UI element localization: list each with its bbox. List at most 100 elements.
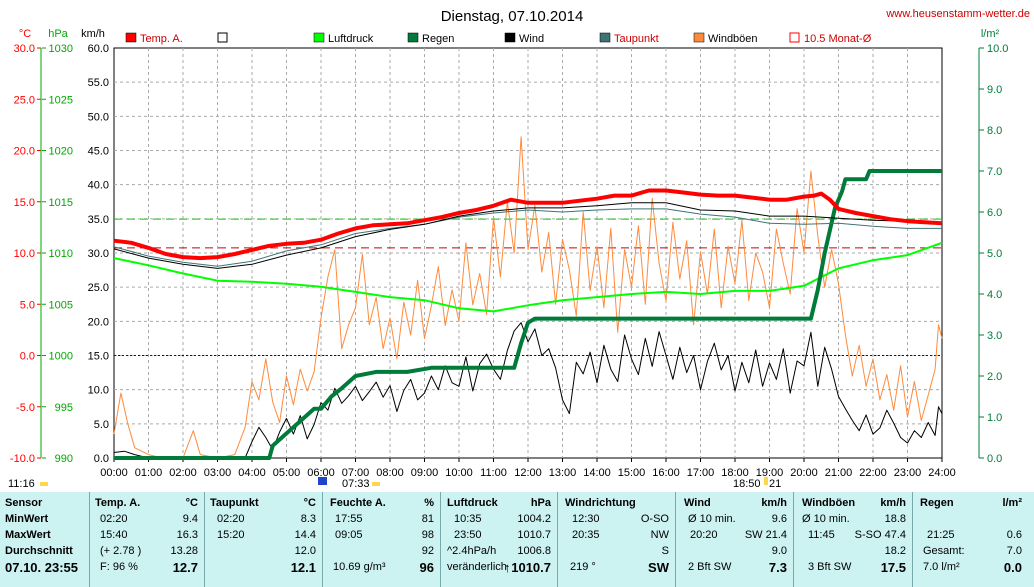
- wind-min-value: 9.6: [771, 513, 787, 525]
- stats-col-wind: Wind km/h Ø 10 min. 9.6 20:20 SW 21.4 9.…: [676, 492, 793, 587]
- gust-max-time: 11:45: [808, 529, 835, 541]
- temp-avg-delta: (+ 2.78 ): [100, 545, 142, 557]
- stats-label-sensor: Sensor: [5, 497, 43, 509]
- wind-axis-tick: 45.0: [88, 146, 109, 158]
- pressure-axis-tick: 995: [55, 402, 73, 414]
- press-trend-rate: ^2.4hPa/h: [447, 545, 497, 557]
- legend-label: Wind: [519, 33, 544, 45]
- x-axis-tick: 17:00: [687, 467, 715, 479]
- legend-label: Taupunkt: [614, 33, 659, 45]
- legend-swatch: [599, 32, 611, 43]
- wdir-head: Windrichtung: [565, 497, 636, 509]
- temp-max-value: 16.3: [176, 529, 198, 541]
- series-layer: [113, 136, 943, 460]
- gust-avg-value: 18.2: [884, 545, 906, 557]
- rain-head: Regen: [920, 497, 954, 509]
- gust-head: Windböen: [802, 497, 856, 509]
- stats-col-sensor: Sensor MinWert MaxWert Durchschnitt 07.1…: [0, 492, 89, 587]
- press-now-value: 1010.7: [511, 560, 551, 575]
- pressure-axis-tick: 1000: [49, 351, 73, 363]
- legend-label: Temp. A.: [140, 33, 183, 45]
- wind-now-value: 7.3: [768, 560, 787, 575]
- rain-axis-tick: 8.0: [987, 125, 1002, 137]
- temp-avg-value: 13.28: [170, 545, 198, 557]
- legend-swatch: [693, 32, 705, 43]
- legend-swatch: [217, 32, 228, 43]
- sunrise-label: 07:33: [342, 478, 370, 490]
- left-time-label: 11:16: [8, 478, 35, 490]
- x-axis-tick: 19:00: [756, 467, 784, 479]
- rain-axis-tick: 1.0: [987, 412, 1002, 424]
- dew-now-value: 12.1: [290, 560, 316, 575]
- unit-kmh: km/h: [81, 28, 105, 40]
- press-head: Luftdruck: [447, 497, 498, 509]
- website-label[interactable]: www.heusenstamm-wetter.de: [885, 8, 1030, 20]
- dew-head: Taupunkt: [210, 497, 259, 509]
- x-axis-tick: 00:00: [100, 467, 128, 479]
- gust-min-value: 18.8: [884, 513, 906, 525]
- x-axis-tick: 16:00: [652, 467, 680, 479]
- wdir-min-time: 12:30: [572, 513, 600, 525]
- x-axis-tick: 03:00: [204, 467, 232, 479]
- temp-min-value: 9.4: [182, 513, 198, 525]
- press-max-time: 23:50: [454, 529, 482, 541]
- pressure-axis-tick: 1005: [49, 299, 73, 311]
- wdir-max-time: 20:35: [572, 529, 600, 541]
- pressure-axis-tick: 1020: [49, 146, 73, 158]
- series-luftdruck-line: [113, 241, 943, 313]
- legend-swatch: [125, 32, 137, 43]
- wdir-avg-value: S: [661, 545, 669, 557]
- wdir-now-value: SW: [648, 560, 669, 575]
- pressure-axis-tick: 1010: [49, 248, 73, 260]
- sunset-label: 18:50: [733, 478, 761, 490]
- rain-axis-tick: 7.0: [987, 166, 1002, 178]
- stats-col-temp: Temp. A. °C 02:20 9.4 15:40 16.3 (+ 2.78…: [90, 492, 204, 587]
- x-axis-tick: 01:00: [135, 467, 163, 479]
- hum-now-value: 96: [419, 560, 434, 575]
- temp-axis-tick: 30.0: [14, 43, 35, 55]
- wdir-min-value: O-SO: [640, 513, 669, 525]
- wind-now-bft: 2 Bft SW: [688, 561, 732, 573]
- dew-min-value: 8.3: [300, 513, 316, 525]
- hum-min-value: 81: [421, 513, 434, 525]
- legend-swatch: [313, 32, 325, 43]
- rain-max-time: 21:25: [927, 529, 955, 541]
- sunset-extra-label: 21: [769, 478, 781, 490]
- gust-min-label: Ø 10 min.: [802, 513, 850, 525]
- series-unlabeled-line: [113, 202, 943, 269]
- hum-avg-value: 92: [421, 545, 434, 557]
- legend-label: Luftdruck: [328, 33, 374, 45]
- rain-axis-tick: 5.0: [987, 248, 1002, 260]
- dew-min-time: 02:20: [217, 513, 245, 525]
- sunrise-marker: [318, 477, 327, 485]
- hum-now-absolute: 10.69 g/m³: [333, 561, 386, 573]
- x-axis-tick: 21:00: [825, 467, 853, 479]
- wind-axis-tick: 60.0: [88, 43, 109, 55]
- legend-label: 10.5 Monat-Ø: [804, 33, 872, 45]
- unit-hpa: hPa: [48, 28, 68, 40]
- dew-unit: °C: [303, 497, 316, 509]
- wind-max-time: 20:20: [690, 529, 718, 541]
- series-windb-en-line: [113, 136, 943, 459]
- series-taupunkt-line: [113, 208, 942, 267]
- stats-col-humidity: Feuchte A. % 17:55 81 09:05 98 92 10.69 …: [323, 492, 440, 587]
- stats-label-max: MaxWert: [5, 529, 51, 541]
- gust-max-value: S-SO 47.4: [854, 529, 906, 541]
- x-axis-tick: 07:00: [342, 467, 370, 479]
- stats-label-avg: Durchschnitt: [5, 545, 73, 557]
- stats-col-rain: Regen l/m² 21:25 0.6 Gesamt: 7.0 7.0 l/m…: [913, 492, 1034, 587]
- wind-axis-tick: 55.0: [88, 77, 109, 89]
- hum-max-time: 09:05: [335, 529, 363, 541]
- series-temp-a--line: [113, 188, 943, 261]
- wind-axis-tick: 15.0: [88, 351, 109, 363]
- temp-axis-tick: 25.0: [14, 94, 35, 106]
- unit-celsius: °C: [19, 28, 31, 40]
- rain-now-total: 7.0 l/m²: [923, 561, 960, 573]
- weather-chart: Dienstag, 07.10.2014 www.heusenstamm-wet…: [8, 8, 1030, 490]
- gust-now-value: 17.5: [880, 560, 906, 575]
- axes: 30.0 25.0 20.0 15.0 10.0 5.0 0.0 -5.0 -10.0 1030 1…: [10, 43, 1009, 479]
- sunset-marker: [764, 477, 768, 485]
- legend-swatch: [407, 32, 419, 43]
- hum-max-value: 98: [421, 529, 434, 541]
- rain-axis-tick: 4.0: [987, 289, 1002, 301]
